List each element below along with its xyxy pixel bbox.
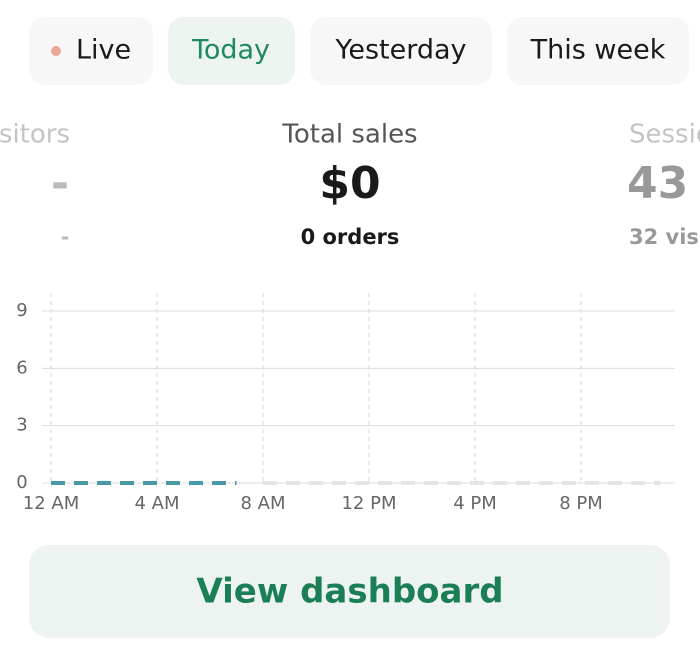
x-tick-label: 4 AM	[134, 493, 179, 514]
tab-yesterday[interactable]	[310, 17, 492, 85]
metric-sub: 32 visitors	[629, 225, 700, 249]
metric-sub: 0 orders	[301, 225, 400, 249]
metric-value: $0	[319, 158, 380, 209]
x-tick-label: 4 PM	[453, 493, 497, 514]
tab-week[interactable]	[507, 17, 689, 85]
metric-label: Total sales	[281, 120, 417, 150]
metric-label: Visitors	[0, 120, 70, 150]
y-tick-label: 3	[16, 415, 27, 436]
tab-live[interactable]	[29, 17, 153, 85]
y-tick-label: 6	[16, 357, 27, 378]
view-dashboard-button[interactable]	[29, 545, 670, 638]
x-tick-label: 12 AM	[23, 493, 79, 514]
chart: 0 3 6 9 12 AM 4 AM 8 AM 12 PM 4 PM 8 PM	[16, 293, 675, 514]
tab-label: Yesterday	[334, 35, 466, 66]
metric-value: -	[51, 158, 69, 209]
y-tick-label: 9	[16, 300, 27, 321]
live-dot	[51, 46, 61, 56]
y-tick-label: 0	[16, 472, 27, 493]
tab-today[interactable]	[168, 17, 295, 85]
metric-value: 43	[627, 158, 688, 209]
x-tick-label: 8 PM	[559, 493, 603, 514]
tab-label: Live	[76, 35, 131, 66]
tab-label: Today	[191, 35, 270, 66]
tab-label: This week	[530, 35, 666, 66]
button-label: View dashboard	[196, 572, 503, 612]
metric-label: Sessions	[629, 120, 700, 150]
x-tick-label: 8 AM	[240, 493, 285, 514]
x-tick-label: 12 PM	[341, 493, 396, 514]
metric-sub: -	[61, 225, 70, 249]
